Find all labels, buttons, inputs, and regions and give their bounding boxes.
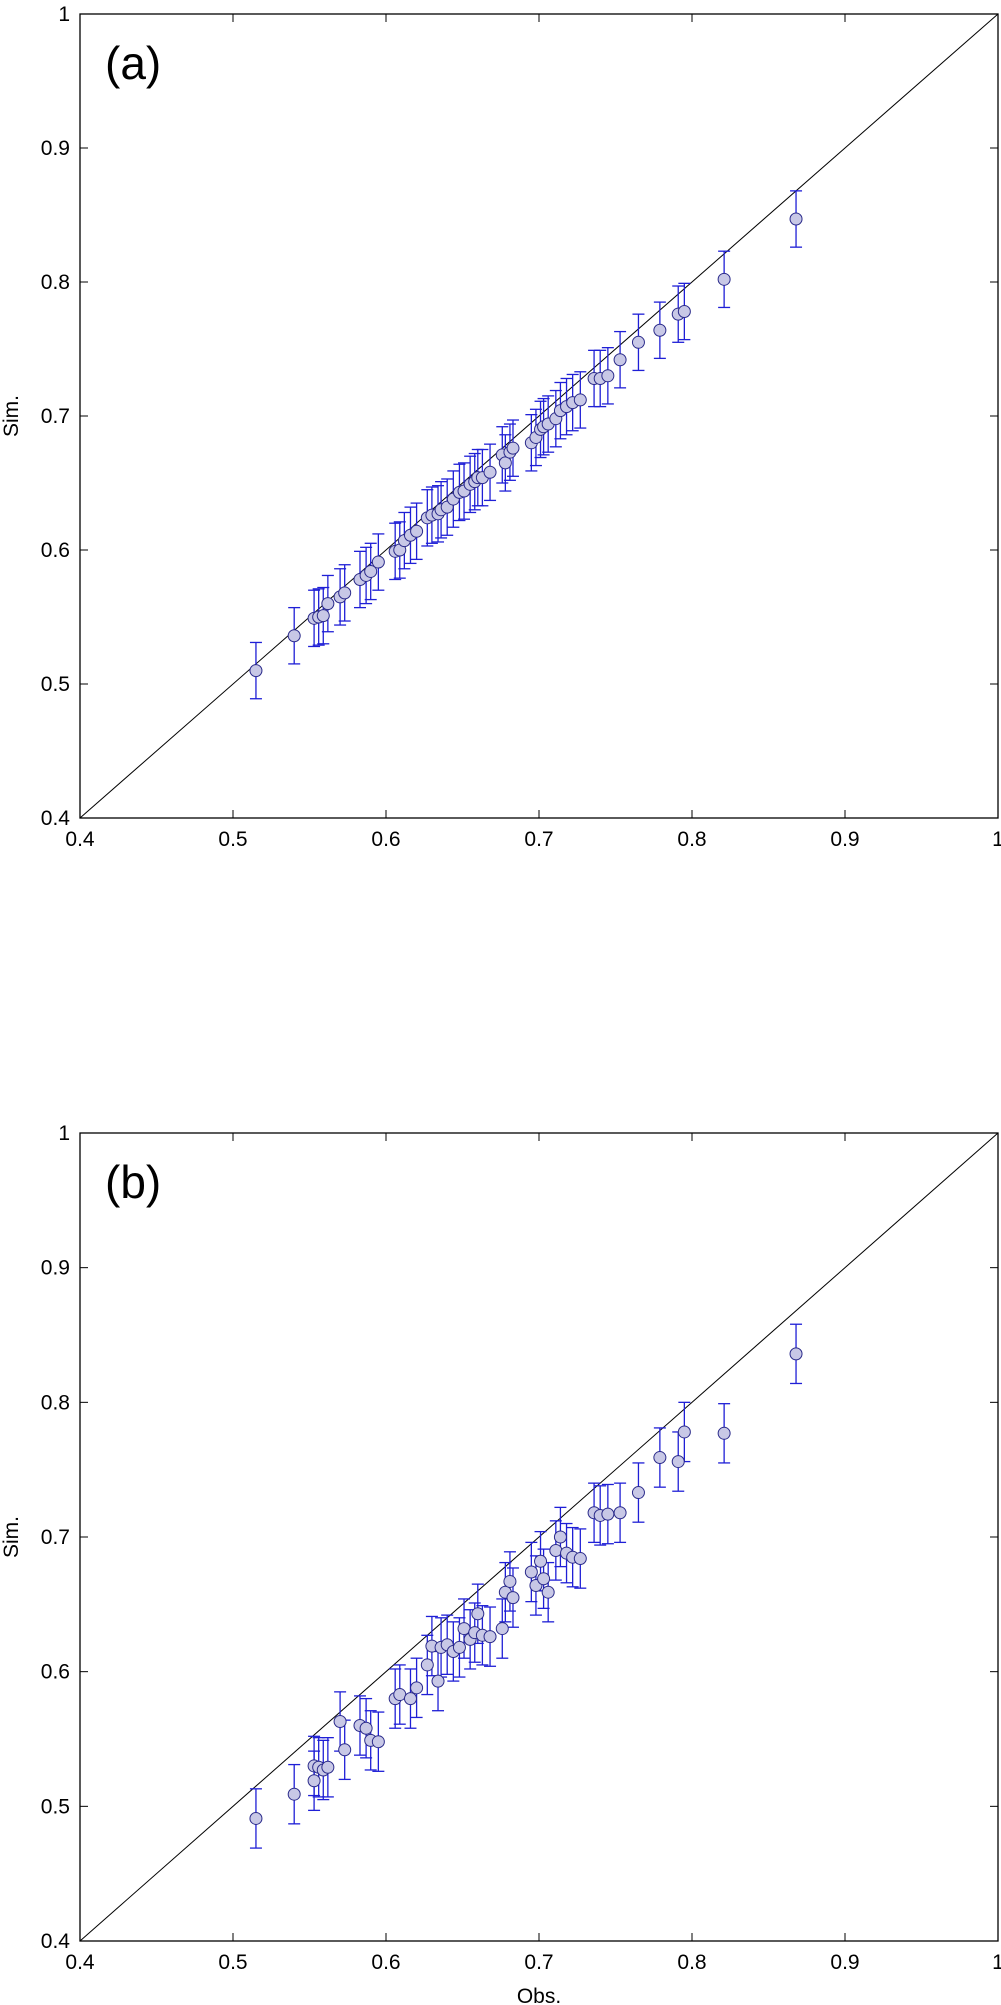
data-point [371, 555, 385, 569]
data-point [287, 629, 301, 643]
data-point [671, 1455, 685, 1469]
data-point [549, 1543, 563, 1557]
y-tick-label: 0.8 [41, 1391, 70, 1414]
data-point [393, 1688, 407, 1702]
data-point [553, 1530, 567, 1544]
data-point [316, 609, 330, 623]
data-point [452, 1640, 466, 1654]
data-point [677, 304, 691, 318]
y-tick-label: 1 [58, 1122, 70, 1145]
y-axis-label: Sim. [0, 1516, 23, 1558]
data-point [249, 664, 263, 678]
data-point [613, 353, 627, 367]
x-axis-label: Obs. [517, 1985, 561, 2005]
data-point [364, 564, 378, 578]
y-tick-label: 0.8 [41, 271, 70, 294]
y-tick-label: 0.5 [41, 1795, 70, 1818]
data-point [371, 1735, 385, 1749]
data-point [495, 1622, 509, 1636]
x-tick-label: 0.8 [677, 828, 706, 851]
data-point [717, 272, 731, 286]
data-point [677, 1425, 691, 1439]
data-point [338, 586, 352, 600]
x-tick-label: 0.6 [371, 828, 400, 851]
data-point [573, 1552, 587, 1566]
data-point [789, 212, 803, 226]
data-point [573, 393, 587, 407]
y-tick-label: 0.9 [41, 1257, 70, 1280]
panel-label: (b) [105, 1156, 161, 1208]
y-axis-label: Sim. [0, 395, 23, 437]
y-tick-label: 0.6 [41, 539, 70, 562]
data-point [541, 1585, 555, 1599]
data-point [307, 1774, 321, 1788]
data-point [359, 1721, 373, 1735]
x-tick-label: 0.5 [218, 828, 247, 851]
data-point [503, 1574, 517, 1588]
x-tick-label: 0.7 [524, 828, 553, 851]
data-point [333, 1714, 347, 1728]
data-point [321, 1760, 335, 1774]
data-point [524, 1565, 538, 1579]
x-tick-label: 1 [992, 828, 1001, 851]
chart-panel-2: 0.4 0.5 0.6 0.7 0.8 0.9 1 0.4 0.5 0.6 0.7 0.8 0.9 1 (b… [0, 1122, 1001, 2005]
identity-line [79, 13, 999, 819]
x-tick-label: 0.4 [65, 828, 95, 851]
y-tick-label: 0.5 [41, 673, 70, 696]
data-point [653, 323, 667, 337]
data-point [321, 597, 335, 611]
data-point [471, 1607, 485, 1621]
data-point [601, 369, 615, 383]
data-point [410, 1681, 424, 1695]
x-tick-label: 0.5 [218, 1951, 247, 1974]
data-point [498, 456, 512, 470]
data-point [534, 1554, 548, 1568]
data-point [506, 1591, 520, 1605]
y-tick-label: 0.6 [41, 1661, 70, 1684]
x-tick-label: 1 [992, 1951, 1001, 1974]
chart-panel-1: 0.4 0.5 0.6 0.7 0.8 0.9 1 0.4 0.5 0.6 0.7 0.8 0.9 1 (a… [0, 3, 1001, 851]
data-point [483, 1630, 497, 1644]
data-point [789, 1347, 803, 1361]
x-tick-label: 0.4 [65, 1951, 95, 1974]
y-tick-label: 1 [58, 3, 70, 26]
data-point [431, 1674, 445, 1688]
x-tick-label: 0.8 [677, 1951, 706, 1974]
x-tick-label: 0.7 [524, 1951, 553, 1974]
x-tick-label: 0.6 [371, 1951, 400, 1974]
y-tick-label: 0.4 [41, 1930, 71, 1953]
data-point [537, 1572, 551, 1586]
data-point [403, 1692, 417, 1706]
x-tick-label: 0.9 [830, 828, 859, 851]
data-point [653, 1451, 667, 1465]
y-tick-label: 0.7 [41, 405, 70, 428]
data-point [410, 524, 424, 538]
y-tick-label: 0.9 [41, 137, 70, 160]
data-point [287, 1787, 301, 1801]
x-tick-label: 0.9 [830, 1951, 859, 1974]
data-point [483, 465, 497, 479]
data-point [631, 335, 645, 349]
data-point [717, 1426, 731, 1440]
data-point [420, 1658, 434, 1672]
identity-line [79, 1132, 999, 1942]
y-tick-label: 0.7 [41, 1526, 70, 1549]
data-point [338, 1743, 352, 1757]
panel-label: (a) [105, 37, 161, 89]
data-point [457, 1622, 471, 1636]
data-point [613, 1506, 627, 1520]
data-point [249, 1811, 263, 1825]
data-point [601, 1507, 615, 1521]
y-tick-label: 0.4 [41, 807, 71, 830]
data-point [506, 441, 520, 455]
data-point [631, 1486, 645, 1500]
